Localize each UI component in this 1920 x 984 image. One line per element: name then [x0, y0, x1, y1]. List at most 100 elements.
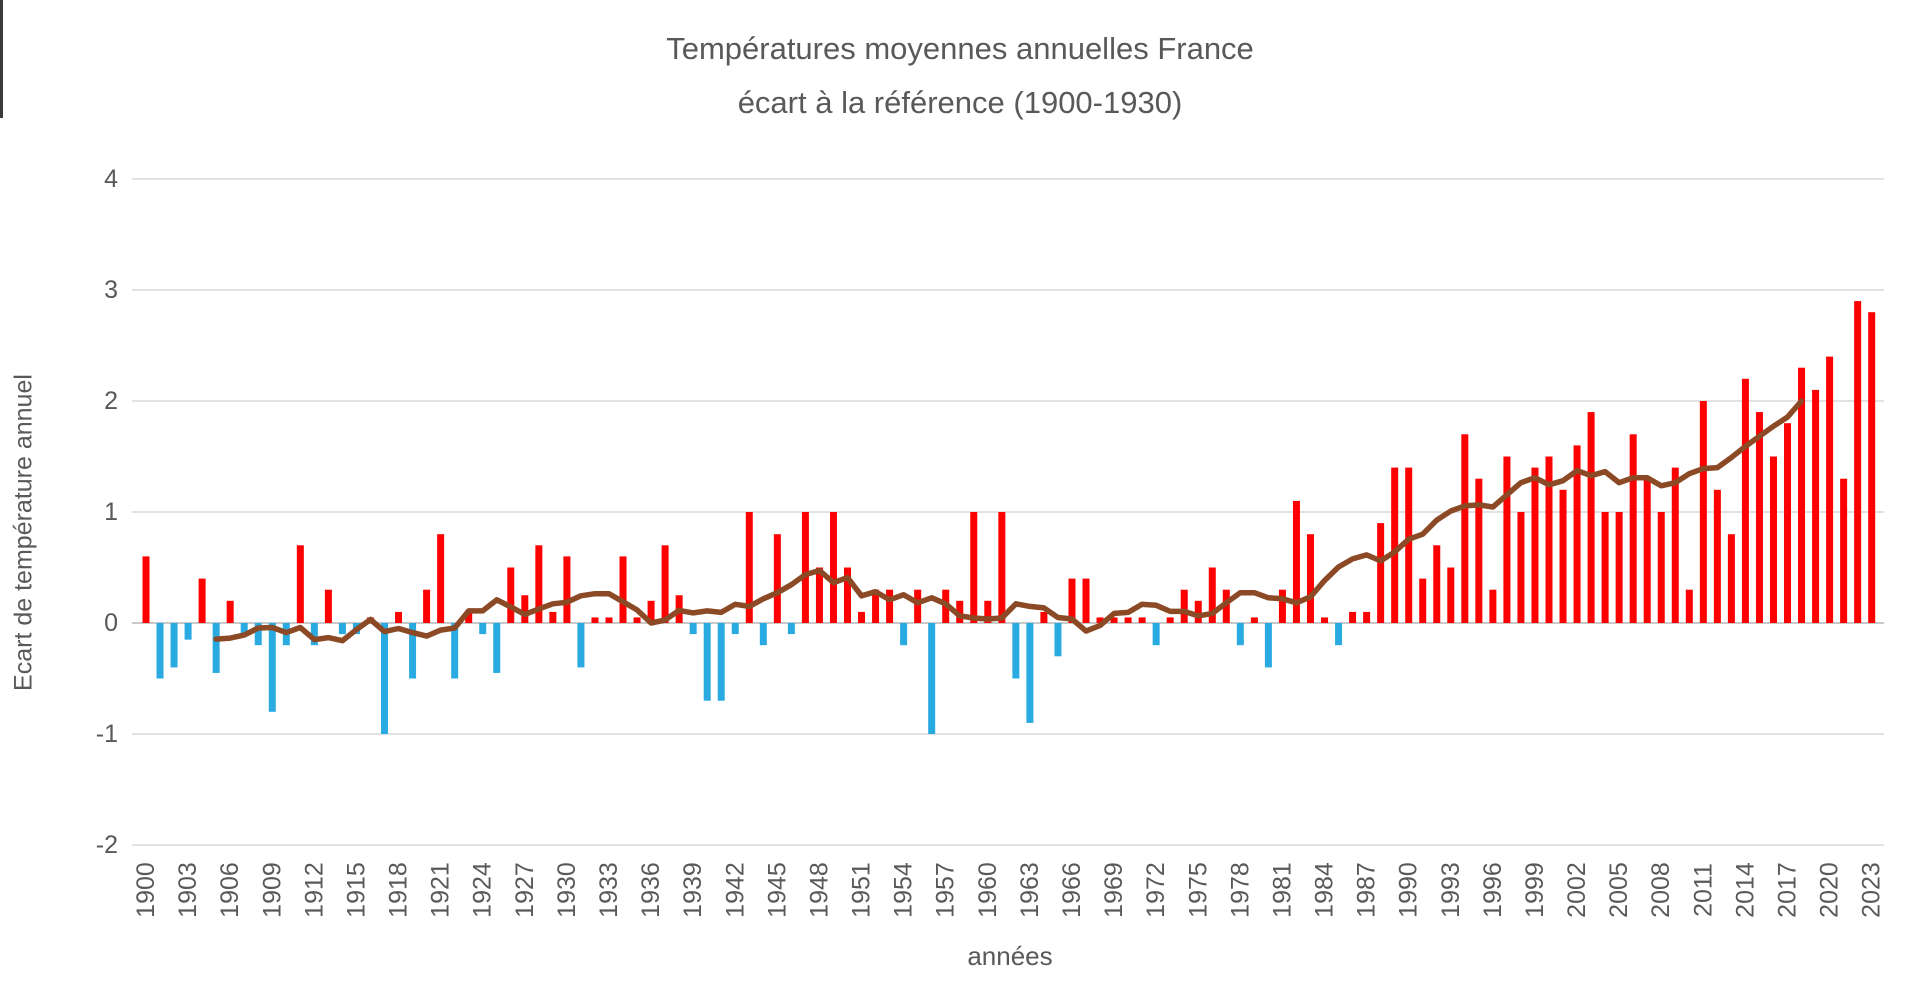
bar-1996 [1489, 589, 1497, 623]
x-tick-label-1945: 1945 [763, 862, 791, 918]
bar-1999 [1531, 467, 1539, 623]
bar-1900 [142, 556, 150, 623]
bar-1979 [1250, 617, 1258, 623]
bar-1901 [156, 623, 164, 679]
bar-2023 [1868, 312, 1876, 623]
bar-1975 [1194, 600, 1202, 623]
bar-2018 [1798, 367, 1806, 623]
bar-1972 [1152, 623, 1160, 646]
bar-2014 [1741, 378, 1749, 623]
bar-1962 [1012, 623, 1020, 679]
bar-1954 [900, 623, 908, 646]
x-tick-label-1969: 1969 [1100, 862, 1128, 918]
bar-1997 [1503, 456, 1511, 623]
bar-2012 [1713, 489, 1721, 623]
x-tick-label-1915: 1915 [342, 862, 370, 918]
bar-1932 [591, 617, 599, 623]
bar-1903 [184, 623, 192, 640]
x-tick-label-1954: 1954 [890, 862, 918, 918]
bar-1909 [268, 623, 276, 712]
bar-1998 [1517, 512, 1525, 623]
x-axis-title: années [967, 941, 1053, 971]
bar-1947 [801, 512, 809, 623]
bar-1978 [1236, 623, 1244, 646]
bar-1985 [1335, 623, 1343, 646]
bar-1956 [928, 623, 936, 734]
bar-1905 [212, 623, 220, 673]
bar-1990 [1405, 467, 1413, 623]
bar-2000 [1545, 456, 1553, 623]
bar-1963 [1026, 623, 1034, 723]
bar-1968 [1096, 617, 1104, 623]
bar-1988 [1377, 523, 1385, 623]
x-tick-label-1978: 1978 [1226, 862, 1254, 918]
bar-2010 [1685, 589, 1693, 623]
bar-1939 [689, 623, 697, 635]
bar-1908 [254, 623, 262, 646]
bar-2003 [1587, 412, 1595, 623]
bar-1983 [1306, 534, 1314, 623]
x-tick-label-1906: 1906 [216, 862, 244, 918]
bar-1937 [661, 545, 669, 623]
bar-2004 [1601, 512, 1609, 623]
bar-1961 [998, 512, 1006, 623]
bar-1928 [535, 545, 543, 623]
bar-2009 [1671, 467, 1679, 623]
x-tick-label-1987: 1987 [1353, 862, 1381, 918]
chart-title-line2: écart à la référence (1900-1930) [737, 85, 1183, 120]
bar-1970 [1124, 617, 1132, 623]
bar-2016 [1769, 456, 1777, 623]
x-tick-label-1999: 1999 [1521, 862, 1549, 918]
bar-1944 [759, 623, 767, 646]
chart-title: Températures moyennes annuelles France é… [0, 22, 1920, 130]
x-tick-label-1990: 1990 [1395, 862, 1423, 918]
x-tick-label-1975: 1975 [1184, 862, 1212, 918]
bar-1907 [240, 623, 248, 635]
bar-1971 [1138, 617, 1146, 623]
x-tick-label-2014: 2014 [1731, 862, 1759, 918]
bar-1922 [451, 623, 459, 679]
x-tick-label-2020: 2020 [1816, 862, 1844, 918]
bar-1993 [1447, 567, 1455, 623]
x-tick-label-2008: 2008 [1647, 862, 1675, 918]
bar-2017 [1784, 423, 1792, 623]
x-tick-label-2002: 2002 [1563, 862, 1591, 918]
bar-2015 [1755, 412, 1763, 623]
bar-2005 [1615, 512, 1623, 623]
y-tick-label-3: 3 [104, 276, 118, 304]
y-tick-label-2: 2 [104, 387, 118, 415]
bar-1927 [521, 595, 529, 623]
window-edge-artifact [0, 0, 3, 118]
bar-1904 [198, 578, 206, 623]
bar-1955 [914, 589, 922, 623]
bar-1936 [647, 600, 655, 623]
x-tick-label-1939: 1939 [679, 862, 707, 918]
bar-1982 [1292, 500, 1300, 623]
bar-1981 [1278, 589, 1286, 623]
bar-2001 [1559, 489, 1567, 623]
bar-2020 [1826, 356, 1834, 623]
bar-1914 [338, 623, 346, 635]
bar-2002 [1573, 445, 1581, 623]
x-tick-label-1960: 1960 [974, 862, 1002, 918]
bar-1949 [829, 512, 837, 623]
bar-1960 [984, 600, 992, 623]
bar-1984 [1321, 617, 1329, 623]
x-tick-label-1996: 1996 [1479, 862, 1507, 918]
trend-line [213, 398, 1805, 644]
x-tick-label-1948: 1948 [805, 862, 833, 918]
bar-1925 [493, 623, 501, 673]
bar-1918 [395, 611, 403, 623]
bar-1953 [886, 589, 894, 623]
bar-2021 [1840, 478, 1848, 623]
bar-1919 [409, 623, 417, 679]
bar-1921 [437, 534, 445, 623]
x-tick-label-1993: 1993 [1437, 862, 1465, 918]
y-tick-label--1: -1 [96, 720, 118, 748]
bar-1966 [1068, 578, 1076, 623]
y-tick-label-0: 0 [104, 609, 118, 637]
x-tick-label-1900: 1900 [132, 862, 160, 918]
x-tick-label-2023: 2023 [1858, 862, 1886, 918]
x-tick-label-1966: 1966 [1058, 862, 1086, 918]
